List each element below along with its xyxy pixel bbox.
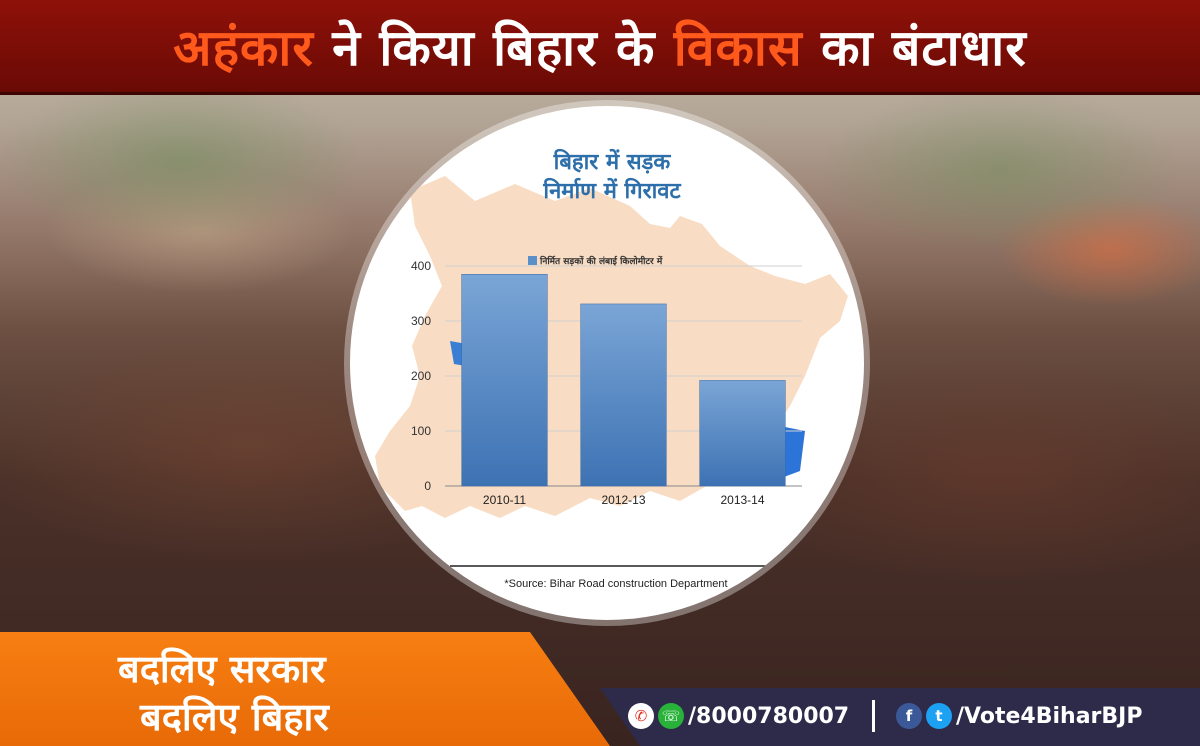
y-tick-label: 0: [424, 479, 431, 493]
chart-title-line2: निर्माण में गिरावट: [542, 177, 681, 204]
bar-2010-11: [461, 274, 548, 487]
phone-number[interactable]: /8000780007: [688, 703, 850, 729]
slogan-line2: बदलिए बिहार: [140, 695, 329, 739]
contact-separator: [872, 700, 875, 732]
x-tick-label: 2013-14: [720, 493, 764, 507]
slogan-panel: बदलिए सरकार बदलिए बिहार: [0, 632, 610, 746]
legend-label: निर्मित सड़कों की लंबाई किलोमीटर में: [539, 255, 663, 267]
twitter-icon: t: [926, 703, 952, 729]
y-tick-label: 100: [411, 424, 431, 438]
social-contact: f t /Vote4BiharBJP: [896, 703, 1142, 729]
missed-call-icon: ✆: [628, 703, 654, 729]
social-handle[interactable]: /Vote4BiharBJP: [956, 703, 1143, 729]
y-tick-label: 400: [411, 259, 431, 273]
y-tick-label: 200: [411, 369, 431, 383]
bar-chart: बिहार में सड़क निर्माण में गिरावट 0 100 20…: [375, 148, 848, 590]
slogan-line1: बदलिए सरकार: [118, 647, 326, 691]
whatsapp-icon: ☏: [658, 703, 684, 729]
legend-swatch: [528, 256, 537, 265]
bar-2012-13: [580, 303, 667, 487]
x-tick-label: 2010-11: [483, 493, 526, 507]
phone-contact: ✆ ☏ /8000780007: [628, 703, 849, 729]
headline-text-1: ने किया बिहार के: [313, 19, 674, 77]
chart-card: बिहार में सड़क निर्माण में गिरावट 0 100 20…: [350, 106, 864, 620]
y-tick-label: 300: [411, 314, 431, 328]
headline-highlight-2: विकास: [673, 19, 803, 77]
headline: अहंकार ने किया बिहार के विकास का बंटाधार: [173, 12, 1026, 80]
chart-title-line1: बिहार में सड़क: [553, 148, 672, 175]
x-tick-label: 2012-13: [601, 493, 645, 507]
facebook-icon: f: [896, 703, 922, 729]
bar-2013-14: [699, 380, 786, 487]
source-note: *Source: Bihar Road construction Departm…: [504, 578, 727, 590]
headline-highlight-1: अहंकार: [173, 19, 314, 77]
headline-banner: अहंकार ने किया बिहार के विकास का बंटाधार: [0, 0, 1200, 95]
headline-text-2: का बंटाधार: [802, 19, 1027, 77]
